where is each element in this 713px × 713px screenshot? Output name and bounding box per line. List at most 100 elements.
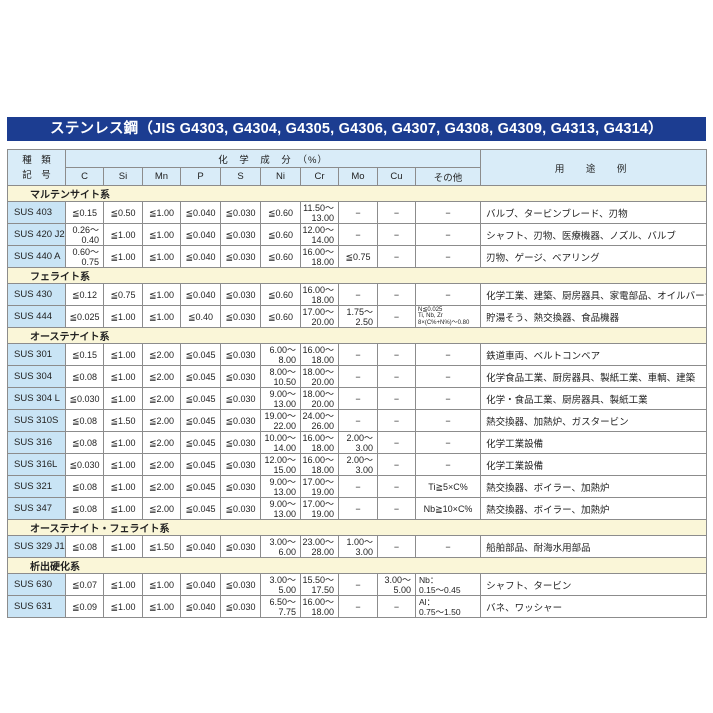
composition-value: ≦0.040 bbox=[180, 595, 221, 618]
composition-value: ≦2.00 bbox=[142, 475, 181, 498]
composition-value: 6.50～ 7.75 bbox=[260, 595, 301, 618]
composition-value: ≦1.00 bbox=[103, 365, 143, 388]
composition-value: − bbox=[338, 475, 378, 498]
composition-value: − bbox=[414, 283, 482, 306]
composition-value: ≦0.040 bbox=[180, 201, 221, 224]
table-row: SUS 316 ≦0.08 ≦1.00 ≦2.00 ≦0.045 ≦0.030 10.00～… bbox=[7, 431, 708, 454]
composition-value: ≦0.030 bbox=[220, 535, 261, 558]
composition-value: ≦0.50 bbox=[103, 201, 143, 224]
steel-code: SUS 403 bbox=[7, 201, 66, 224]
composition-value: − bbox=[377, 305, 416, 328]
column-header-element: Mo bbox=[338, 167, 378, 186]
composition-value: ≦0.08 bbox=[65, 475, 104, 498]
composition-value: 9.00～ 13.00 bbox=[260, 497, 301, 520]
composition-value: ≦1.00 bbox=[142, 245, 181, 268]
composition-value: − bbox=[377, 431, 416, 454]
composition-value: 9.00～ 13.00 bbox=[260, 475, 301, 498]
composition-value: − bbox=[338, 409, 378, 432]
composition-value: ≦1.00 bbox=[142, 223, 181, 246]
composition-value: 16.00～ 18.00 bbox=[300, 283, 339, 306]
column-header-element: Ni bbox=[260, 167, 301, 186]
composition-value: ≦2.00 bbox=[142, 387, 181, 410]
composition-value: 16.00～ 18.00 bbox=[300, 343, 339, 366]
composition-value: ≦0.12 bbox=[65, 283, 104, 306]
steel-code: SUS 444 bbox=[7, 305, 66, 328]
composition-value: − bbox=[377, 223, 416, 246]
composition-value: ≦0.08 bbox=[65, 409, 104, 432]
composition-value: ≦1.00 bbox=[103, 431, 143, 454]
composition-value: − bbox=[377, 245, 416, 268]
steel-code: SUS 304 bbox=[7, 365, 66, 388]
table-row: SUS 403 ≦0.15 ≦0.50 ≦1.00 ≦0.040 ≦0.030 ≦0.60 1… bbox=[7, 201, 708, 224]
composition-value: ≦0.040 bbox=[180, 245, 221, 268]
column-header-element: P bbox=[180, 167, 221, 186]
usage-example: 鉄道車両、ベルトコンベア bbox=[480, 343, 708, 366]
composition-value: 3.00～ 6.00 bbox=[260, 535, 301, 558]
steel-code: SUS 630 bbox=[7, 573, 66, 596]
composition-value: 16.00～ 18.00 bbox=[300, 431, 339, 454]
composition-value: ≦1.00 bbox=[103, 573, 143, 596]
composition-value: ≦2.00 bbox=[142, 365, 181, 388]
composition-value: ≦0.040 bbox=[180, 535, 221, 558]
composition-value: 17.00～ 19.00 bbox=[300, 497, 339, 520]
composition-value: ≦0.040 bbox=[180, 223, 221, 246]
composition-value: − bbox=[414, 201, 482, 224]
composition-value: ≦1.00 bbox=[103, 595, 143, 618]
composition-value: ≦0.030 bbox=[220, 595, 261, 618]
composition-value: − bbox=[338, 343, 378, 366]
composition-value: ≦0.08 bbox=[65, 431, 104, 454]
composition-value: ≦1.00 bbox=[103, 453, 143, 476]
table-row: SUS 440 A 0.60～ 0.75 ≦1.00 ≦1.00 ≦0.040 ≦0.03… bbox=[7, 245, 708, 268]
composition-value: ≦0.60 bbox=[260, 223, 301, 246]
section-header-row: フェライト系 bbox=[6, 267, 708, 284]
usage-example: 化学工業、建築、厨房器具、家電部品、オイルバーナー部品 bbox=[480, 283, 708, 306]
composition-value: ≦0.40 bbox=[180, 305, 221, 328]
section-header-row: オーステナイト・フェライト系 bbox=[6, 519, 708, 536]
usage-example: 化学工業設備 bbox=[480, 431, 708, 454]
steel-code: SUS 310S bbox=[7, 409, 66, 432]
composition-value: ≦0.08 bbox=[65, 497, 104, 520]
composition-value: − bbox=[338, 223, 378, 246]
steel-code: SUS 631 bbox=[7, 595, 66, 618]
steel-code: SUS 430 bbox=[7, 283, 66, 306]
composition-value: ≦0.045 bbox=[180, 409, 221, 432]
composition-value: 16.00～ 18.00 bbox=[300, 595, 339, 618]
composition-value: ≦1.00 bbox=[103, 343, 143, 366]
composition-value: N≦0.025 Ti, Nb, Zr 8×(C%+N%)～0.80 bbox=[414, 305, 482, 328]
composition-value: ≦0.75 bbox=[338, 245, 378, 268]
usage-example: 化学・食品工業、厨房器具、製紙工業 bbox=[480, 387, 708, 410]
composition-value: ≦0.15 bbox=[65, 343, 104, 366]
composition-value: ≦0.045 bbox=[180, 475, 221, 498]
composition-value: 16.00～ 18.00 bbox=[300, 245, 339, 268]
composition-value: ≦0.030 bbox=[220, 431, 261, 454]
composition-value: 23.00～ 28.00 bbox=[300, 535, 339, 558]
composition-value: 11.50～ 13.00 bbox=[300, 201, 339, 224]
composition-value: Al： 0.75～1.50 bbox=[414, 595, 482, 618]
steel-code: SUS 440 A bbox=[7, 245, 66, 268]
composition-value: 9.00～ 13.00 bbox=[260, 387, 301, 410]
steel-code: SUS 301 bbox=[7, 343, 66, 366]
composition-value: ≦1.00 bbox=[103, 305, 143, 328]
composition-value: ≦0.60 bbox=[260, 283, 301, 306]
composition-value: ≦0.60 bbox=[260, 305, 301, 328]
table-header: 種 類 記 号 化 学 成 分 （%） 用 途 例 C Si Mn P S Ni Cr Mo C… bbox=[7, 149, 708, 186]
composition-value: ≦1.00 bbox=[103, 245, 143, 268]
composition-value: − bbox=[414, 387, 482, 410]
composition-value: ≦0.030 bbox=[220, 387, 261, 410]
composition-value: ≦0.030 bbox=[220, 497, 261, 520]
composition-value: ≦1.00 bbox=[103, 535, 143, 558]
composition-value: − bbox=[414, 431, 482, 454]
composition-value: − bbox=[338, 497, 378, 520]
composition-value: − bbox=[338, 365, 378, 388]
composition-value: ≦1.00 bbox=[142, 573, 181, 596]
usage-example: 熱交換器、加熱炉、ガスタービン bbox=[480, 409, 708, 432]
kind-label-line1: 種 類 bbox=[22, 154, 51, 166]
composition-value: ≦0.045 bbox=[180, 497, 221, 520]
composition-value: ≦0.030 bbox=[220, 201, 261, 224]
usage-example: 熱交換器、ボイラー、加熱炉 bbox=[480, 497, 708, 520]
table-row: SUS 304 ≦0.08 ≦1.00 ≦2.00 ≦0.045 ≦0.030 8.00～ … bbox=[7, 365, 708, 388]
composition-value: ≦0.60 bbox=[260, 201, 301, 224]
composition-value: ≦0.030 bbox=[65, 387, 104, 410]
section-title: フェライト系 bbox=[6, 267, 708, 284]
composition-value: 2.00～ 3.00 bbox=[338, 431, 378, 454]
